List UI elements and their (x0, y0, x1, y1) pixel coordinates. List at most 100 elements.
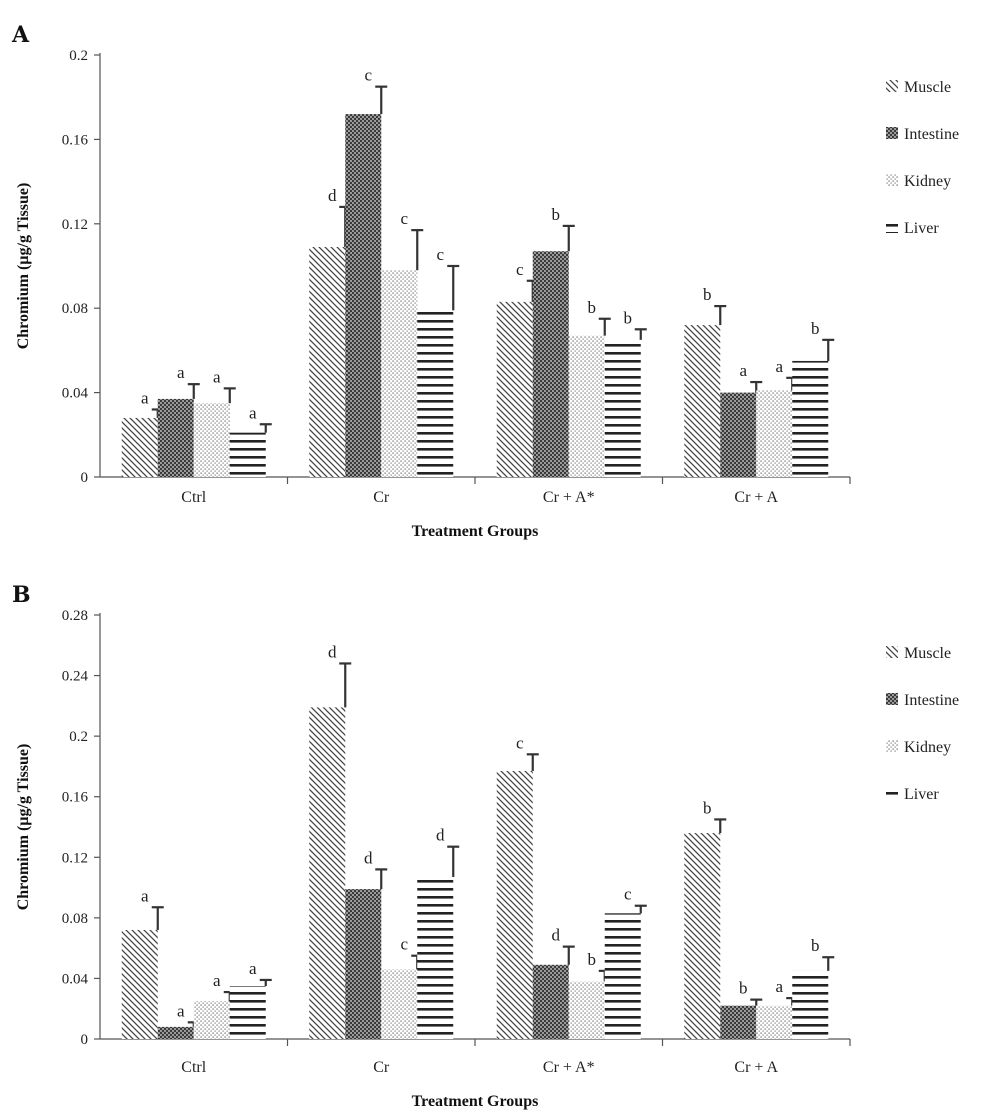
significance-label: b (703, 798, 712, 817)
bar-intestine (720, 1005, 757, 1039)
y-axis-title: Chromium (µg/g Tissue) (15, 744, 32, 911)
significance-label: b (588, 298, 597, 317)
bar-liver (229, 432, 266, 477)
x-tick-label: Cr + A* (543, 1059, 595, 1076)
bar-liver (604, 913, 641, 1039)
x-tick-label: Cr (373, 489, 390, 506)
significance-label: c (516, 260, 524, 279)
bar-kidney (568, 981, 605, 1039)
bar-intestine (157, 398, 194, 477)
bar-muscle (121, 929, 158, 1039)
bar-muscle (309, 247, 346, 477)
x-axis-title: Treatment Groups (412, 1093, 539, 1110)
significance-label: c (624, 885, 632, 904)
x-tick-label: Cr + A (734, 489, 778, 506)
bar-muscle (684, 325, 721, 477)
y-tick-label: 0.04 (62, 971, 89, 987)
panel-a-chart: A 0 0.04 0.08 0.12 0.16 0.2 Chromium (µg/g Tiss… (11, 22, 959, 540)
bar-kidney (193, 403, 230, 477)
panel-letter: A (11, 22, 30, 48)
y-tick-label: 0.2 (69, 48, 88, 64)
y-tick-label: 0.2 (69, 729, 88, 745)
legend-label: Muscle (904, 79, 951, 96)
legend-label: Muscle (904, 645, 951, 662)
y-tick-label: 0.24 (62, 669, 89, 685)
legend-swatch (886, 787, 898, 799)
legend-swatch (886, 646, 898, 658)
significance-label: c (516, 733, 524, 752)
significance-label: c (364, 66, 372, 85)
significance-label: a (739, 361, 747, 380)
significance-label: b (588, 950, 597, 969)
significance-label: b (739, 979, 748, 998)
bar-kidney (381, 270, 418, 477)
significance-label: b (811, 936, 820, 955)
x-tick-label: Ctrl (181, 1059, 206, 1076)
y-axis-title: Chromium (µg/g Tissue) (15, 183, 32, 350)
legend-swatch (886, 221, 898, 233)
significance-label: d (328, 186, 337, 205)
bar-muscle (309, 707, 346, 1039)
significance-label: a (141, 886, 149, 905)
legend-swatch (886, 740, 898, 752)
bar-muscle (496, 301, 533, 477)
bar-kidney (193, 1001, 230, 1039)
bar-kidney (568, 335, 605, 477)
bar-liver (792, 360, 829, 477)
significance-label: d (552, 926, 561, 945)
bar-intestine (345, 114, 382, 477)
significance-label: a (775, 357, 783, 376)
bar-intestine (157, 1026, 194, 1039)
significance-label: a (177, 1001, 185, 1020)
x-tick-label: Cr + A (734, 1059, 778, 1076)
panel-letter: B (12, 582, 31, 608)
significance-label: d (364, 848, 373, 867)
legend-label: Intestine (904, 126, 959, 143)
legend-swatch (886, 174, 898, 186)
bar-kidney (756, 1005, 793, 1039)
significance-label: c (400, 209, 408, 228)
significance-label: a (249, 403, 257, 422)
bar-kidney (756, 390, 793, 477)
significance-label: b (811, 319, 820, 338)
y-tick-label: 0.12 (62, 217, 88, 233)
legend-label: Liver (904, 786, 939, 803)
legend-swatch (886, 693, 898, 705)
x-tick-label: Cr + A* (543, 489, 595, 506)
y-tick-label: 0.08 (62, 911, 88, 927)
bar-intestine (345, 889, 382, 1039)
significance-label: a (213, 367, 221, 386)
significance-label: d (328, 642, 337, 661)
y-tick-label: 0.08 (62, 301, 88, 317)
significance-label: c (436, 245, 444, 264)
bar-kidney (381, 969, 418, 1039)
x-tick-label: Cr (373, 1059, 390, 1076)
bar-intestine (532, 251, 569, 477)
bar-liver (604, 339, 641, 477)
significance-label: a (775, 977, 783, 996)
bar-liver (792, 970, 829, 1039)
legend-label: Intestine (904, 692, 959, 709)
y-tick-label: 0.16 (62, 132, 89, 148)
legend-swatch (886, 80, 898, 92)
bar-muscle (121, 417, 158, 477)
significance-label: a (249, 959, 257, 978)
bar-muscle (496, 770, 533, 1039)
legend-swatch (886, 127, 898, 139)
significance-label: d (436, 826, 445, 845)
panel-b-chart: B 0 0.04 0.08 0.12 0.16 0.2 0.24 0.28 Chromium (µ… (12, 582, 959, 1110)
significance-label: c (400, 935, 408, 954)
bar-intestine (532, 964, 569, 1039)
y-tick-label: 0 (81, 1032, 89, 1048)
significance-label: b (552, 205, 561, 224)
bar-muscle (684, 833, 721, 1039)
y-tick-label: 0 (81, 470, 89, 486)
y-tick-label: 0.16 (62, 790, 89, 806)
legend-label: Kidney (904, 173, 951, 190)
bar-liver (229, 986, 266, 1039)
bar-intestine (720, 392, 757, 477)
significance-label: a (141, 388, 149, 407)
legend-label: Liver (904, 220, 939, 237)
legend-label: Kidney (904, 739, 951, 756)
